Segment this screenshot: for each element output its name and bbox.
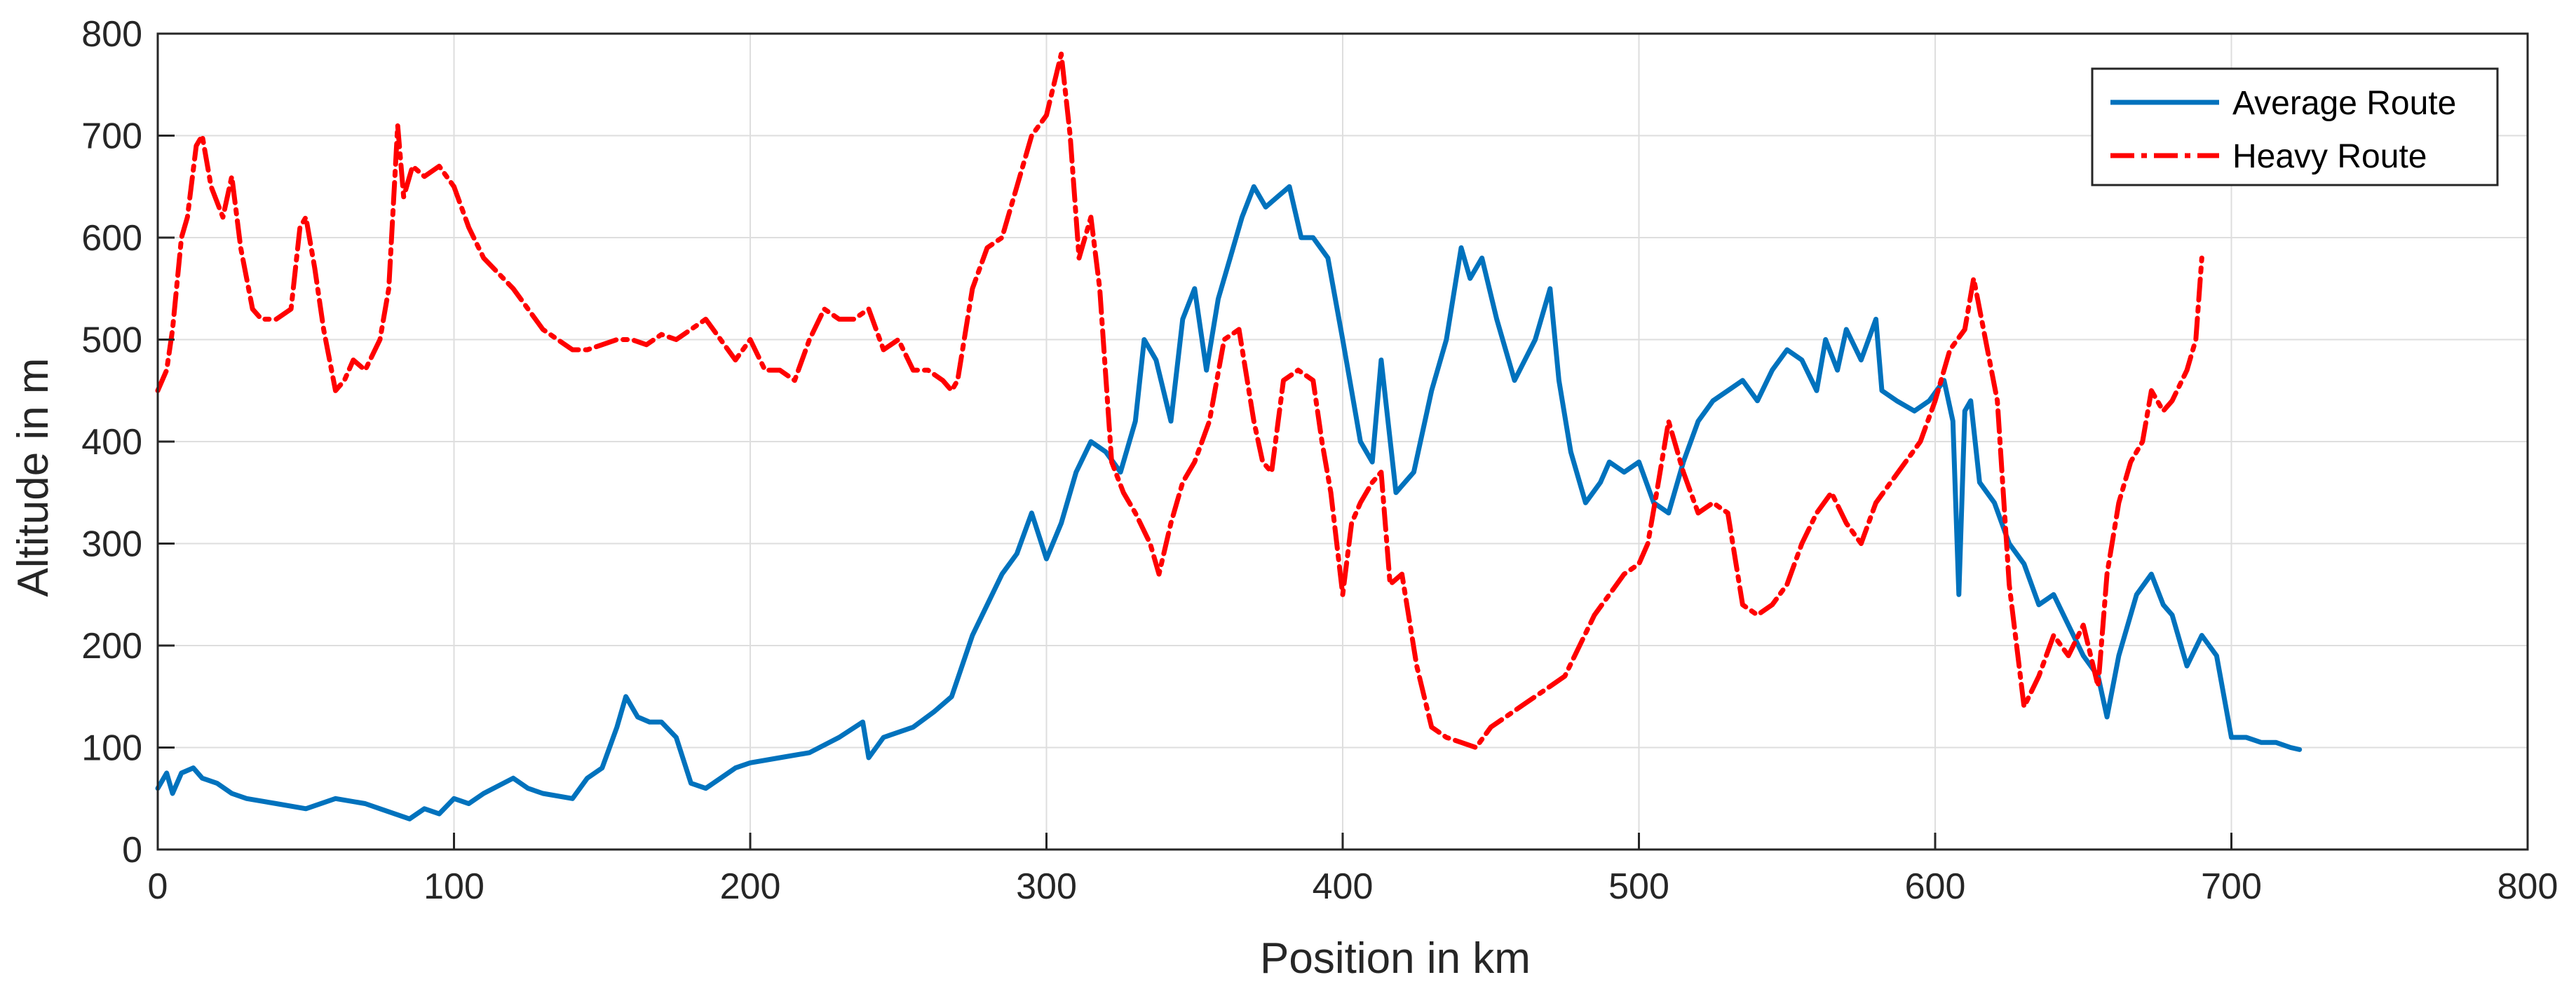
y-tick-label: 300	[81, 524, 142, 565]
x-axis-title: Position in km	[1260, 934, 1531, 983]
legend-label-heavy-route: Heavy Route	[2232, 138, 2427, 175]
y-axis-title: Altitude in m	[9, 357, 57, 596]
x-tick-label: 300	[1016, 866, 1077, 907]
legend: Average Route Heavy Route	[2091, 67, 2499, 186]
series-line-heavy-route	[155, 51, 2204, 750]
axes	[156, 32, 2529, 851]
x-tick-label: 0	[148, 866, 168, 907]
x-tick-label: 200	[720, 866, 781, 907]
x-tick-label: 800	[2497, 866, 2558, 907]
y-tick-label: 400	[81, 422, 142, 463]
tick-labels: 0 100 200 300 400 500 600 700 800 0 100 200 300 400 50…	[81, 14, 2558, 907]
x-tick-label: 700	[2201, 866, 2262, 907]
legend-label-average-route: Average Route	[2232, 85, 2456, 122]
x-tick-label: 100	[423, 866, 484, 907]
series-line-average-route	[155, 184, 2303, 821]
x-tick-label: 500	[1608, 866, 1669, 907]
y-tick-label: 200	[81, 626, 142, 667]
y-tick-label: 800	[81, 14, 142, 55]
y-tick-label: 600	[81, 218, 142, 259]
x-tick-label: 600	[1905, 866, 1966, 907]
y-tick-label: 100	[81, 728, 142, 769]
y-tick-label: 500	[81, 320, 142, 361]
y-tick-label: 700	[81, 116, 142, 157]
x-tick-label: 400	[1313, 866, 1374, 907]
plot-area-frame	[156, 32, 2529, 851]
y-tick-label: 0	[122, 830, 142, 871]
series-lines	[155, 51, 2303, 821]
legend-box	[2091, 67, 2499, 186]
